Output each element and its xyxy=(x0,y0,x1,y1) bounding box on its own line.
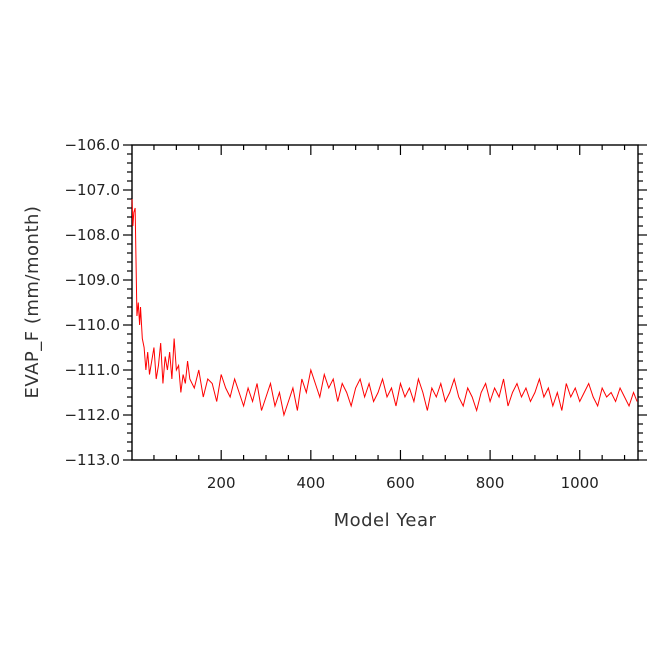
y-tick-label: −108.0 xyxy=(64,226,120,244)
y-tick-label: −106.0 xyxy=(64,136,120,154)
plot-frame xyxy=(131,144,639,461)
x-tick-label: 600 xyxy=(386,474,415,492)
series-line xyxy=(131,198,638,417)
y-axis-label: EVAP_F (mm/month) xyxy=(22,206,43,399)
x-tick-label: 400 xyxy=(297,474,326,492)
y-tick-label: −111.0 xyxy=(64,361,120,379)
y-tick-label: −109.0 xyxy=(64,271,120,289)
y-tick-label: −112.0 xyxy=(64,406,120,424)
x-tick-label: 800 xyxy=(476,474,505,492)
axis-tick-labels: 200 400 600 800 1000 −113.0 −112.0 −111.0 −110.0… xyxy=(64,136,598,492)
y-tick-label: −110.0 xyxy=(64,316,120,334)
y-tick-label: −113.0 xyxy=(64,451,120,469)
x-axis-label: Model Year xyxy=(334,510,437,531)
y-tick-label: −107.0 xyxy=(64,181,120,199)
x-tick-label: 200 xyxy=(207,474,236,492)
axis-ticks xyxy=(123,144,647,461)
x-tick-label: 1000 xyxy=(561,474,599,492)
